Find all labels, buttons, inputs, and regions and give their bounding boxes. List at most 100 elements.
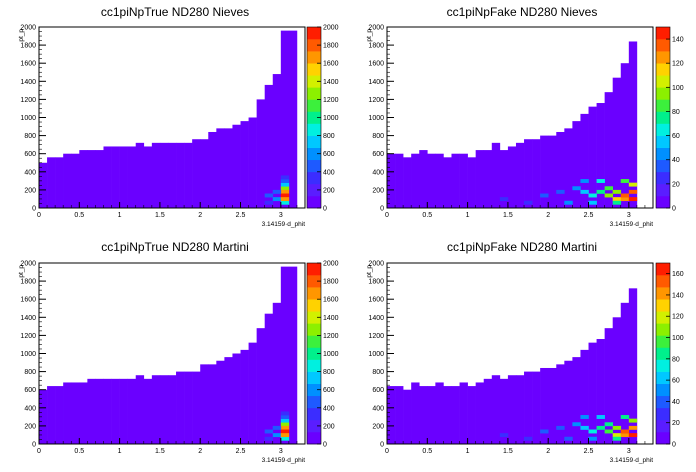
bin-hot [572, 186, 581, 191]
palette-segment [656, 335, 670, 348]
panel-title: cc1piNpFake ND280 Nieves [447, 5, 598, 19]
palette-tick-label: 400 [323, 169, 335, 176]
palette-tick-label: 0 [323, 442, 327, 449]
palette-segment [307, 299, 321, 312]
bin-hot [280, 429, 290, 434]
bin-column [620, 63, 630, 209]
bin-column [564, 128, 573, 208]
bin-column [192, 371, 201, 444]
palette-tick-label: 2000 [323, 261, 339, 268]
palette-segment [656, 123, 670, 136]
panel-title: cc1piNpTrue ND280 Martini [101, 240, 249, 254]
bin-hot [280, 433, 290, 438]
bin-hot [612, 200, 622, 205]
x-axis-label: 3.14159·d_phit [610, 221, 654, 228]
palette-frame [655, 262, 671, 445]
bin-column [507, 375, 517, 444]
bin-column [143, 146, 153, 208]
bin-column [71, 153, 80, 208]
bin-hot [280, 425, 290, 430]
y-tick-label: 1200 [368, 97, 384, 104]
bin-hot [596, 415, 605, 419]
x-tick-label: 2.5 [236, 212, 246, 219]
y-tick-label: 200 [24, 187, 36, 194]
bin-hot [524, 436, 533, 441]
x-tick-label: 1.5 [503, 448, 513, 455]
y-tick-label: 0 [32, 206, 36, 213]
bin-column [216, 128, 225, 208]
palette-segment [307, 419, 321, 433]
bin-column [135, 142, 145, 208]
x-tick-label: 1.5 [503, 212, 513, 219]
bin-hot [272, 197, 282, 202]
bin-column [224, 357, 233, 444]
x-tick-label: 2 [198, 448, 202, 455]
bin-hot [588, 429, 597, 434]
palette-segment [307, 87, 321, 100]
y-tick-label: 200 [372, 187, 384, 194]
palette-segment [656, 111, 670, 124]
x-tick-label: 2.5 [584, 448, 594, 455]
palette-tick-label: 200 [323, 187, 335, 194]
bin-column [515, 142, 525, 208]
bin-hot [612, 433, 622, 438]
bin-column [208, 364, 217, 444]
bin-column [604, 92, 613, 208]
bin-column [240, 121, 249, 208]
bin-hot [580, 179, 589, 183]
bin-column [55, 157, 64, 208]
palette-segment [307, 147, 321, 161]
bin-column [63, 382, 72, 444]
bin-hot [272, 425, 282, 430]
x-tick-label: 2.5 [236, 448, 246, 455]
palette-segment [656, 171, 670, 185]
bin-column [39, 389, 48, 444]
y-tick-label: 0 [32, 442, 36, 449]
bin-column [208, 131, 217, 208]
bin-hot [264, 429, 274, 434]
x-tick-label: 0 [385, 448, 389, 455]
palette-tick-label: 0 [672, 442, 676, 449]
palette-segment [307, 383, 321, 397]
bin-column [459, 382, 468, 444]
palette-tick-label: 1200 [323, 333, 339, 340]
bin-hot [540, 429, 549, 434]
bin-hot [580, 189, 589, 194]
palette-tick-label: 2000 [323, 25, 339, 32]
y-tick-label: 1400 [368, 79, 384, 86]
palette-segment [656, 39, 670, 52]
x-tick-label: 0 [37, 448, 41, 455]
bin-hot [280, 197, 290, 202]
palette-tick-label: 60 [672, 133, 680, 140]
y-tick-label: 400 [24, 405, 36, 412]
palette-segment [656, 27, 670, 40]
bin-hot [280, 422, 290, 427]
bin-column [280, 30, 290, 209]
bin-column [459, 153, 468, 208]
bin-hot [596, 189, 605, 194]
bin-hot [604, 186, 613, 191]
bin-column [419, 150, 428, 208]
y-tick-label: 1600 [368, 297, 384, 304]
palette-tick-label: 40 [672, 157, 680, 164]
bin-column [411, 153, 420, 208]
y-tick-label: 2000 [368, 261, 384, 268]
palette-segment [307, 311, 321, 324]
bin-column [451, 386, 460, 444]
bin-column [71, 382, 80, 444]
palette-tick-label: 1600 [323, 61, 339, 68]
bin-hot [499, 197, 509, 202]
bin-column [403, 389, 412, 444]
bin-column [499, 150, 509, 208]
bin-hot [556, 425, 565, 430]
palette-tick-label: 800 [323, 369, 335, 376]
y-tick-label: 1800 [20, 43, 36, 50]
bin-column [240, 349, 249, 444]
bin-column [491, 142, 501, 208]
bin-hot [264, 436, 274, 441]
y-tick-label: 200 [372, 423, 384, 430]
bin-column [572, 357, 581, 444]
bin-column [596, 103, 605, 208]
bin-column [411, 382, 420, 444]
bin-hot [628, 425, 638, 430]
